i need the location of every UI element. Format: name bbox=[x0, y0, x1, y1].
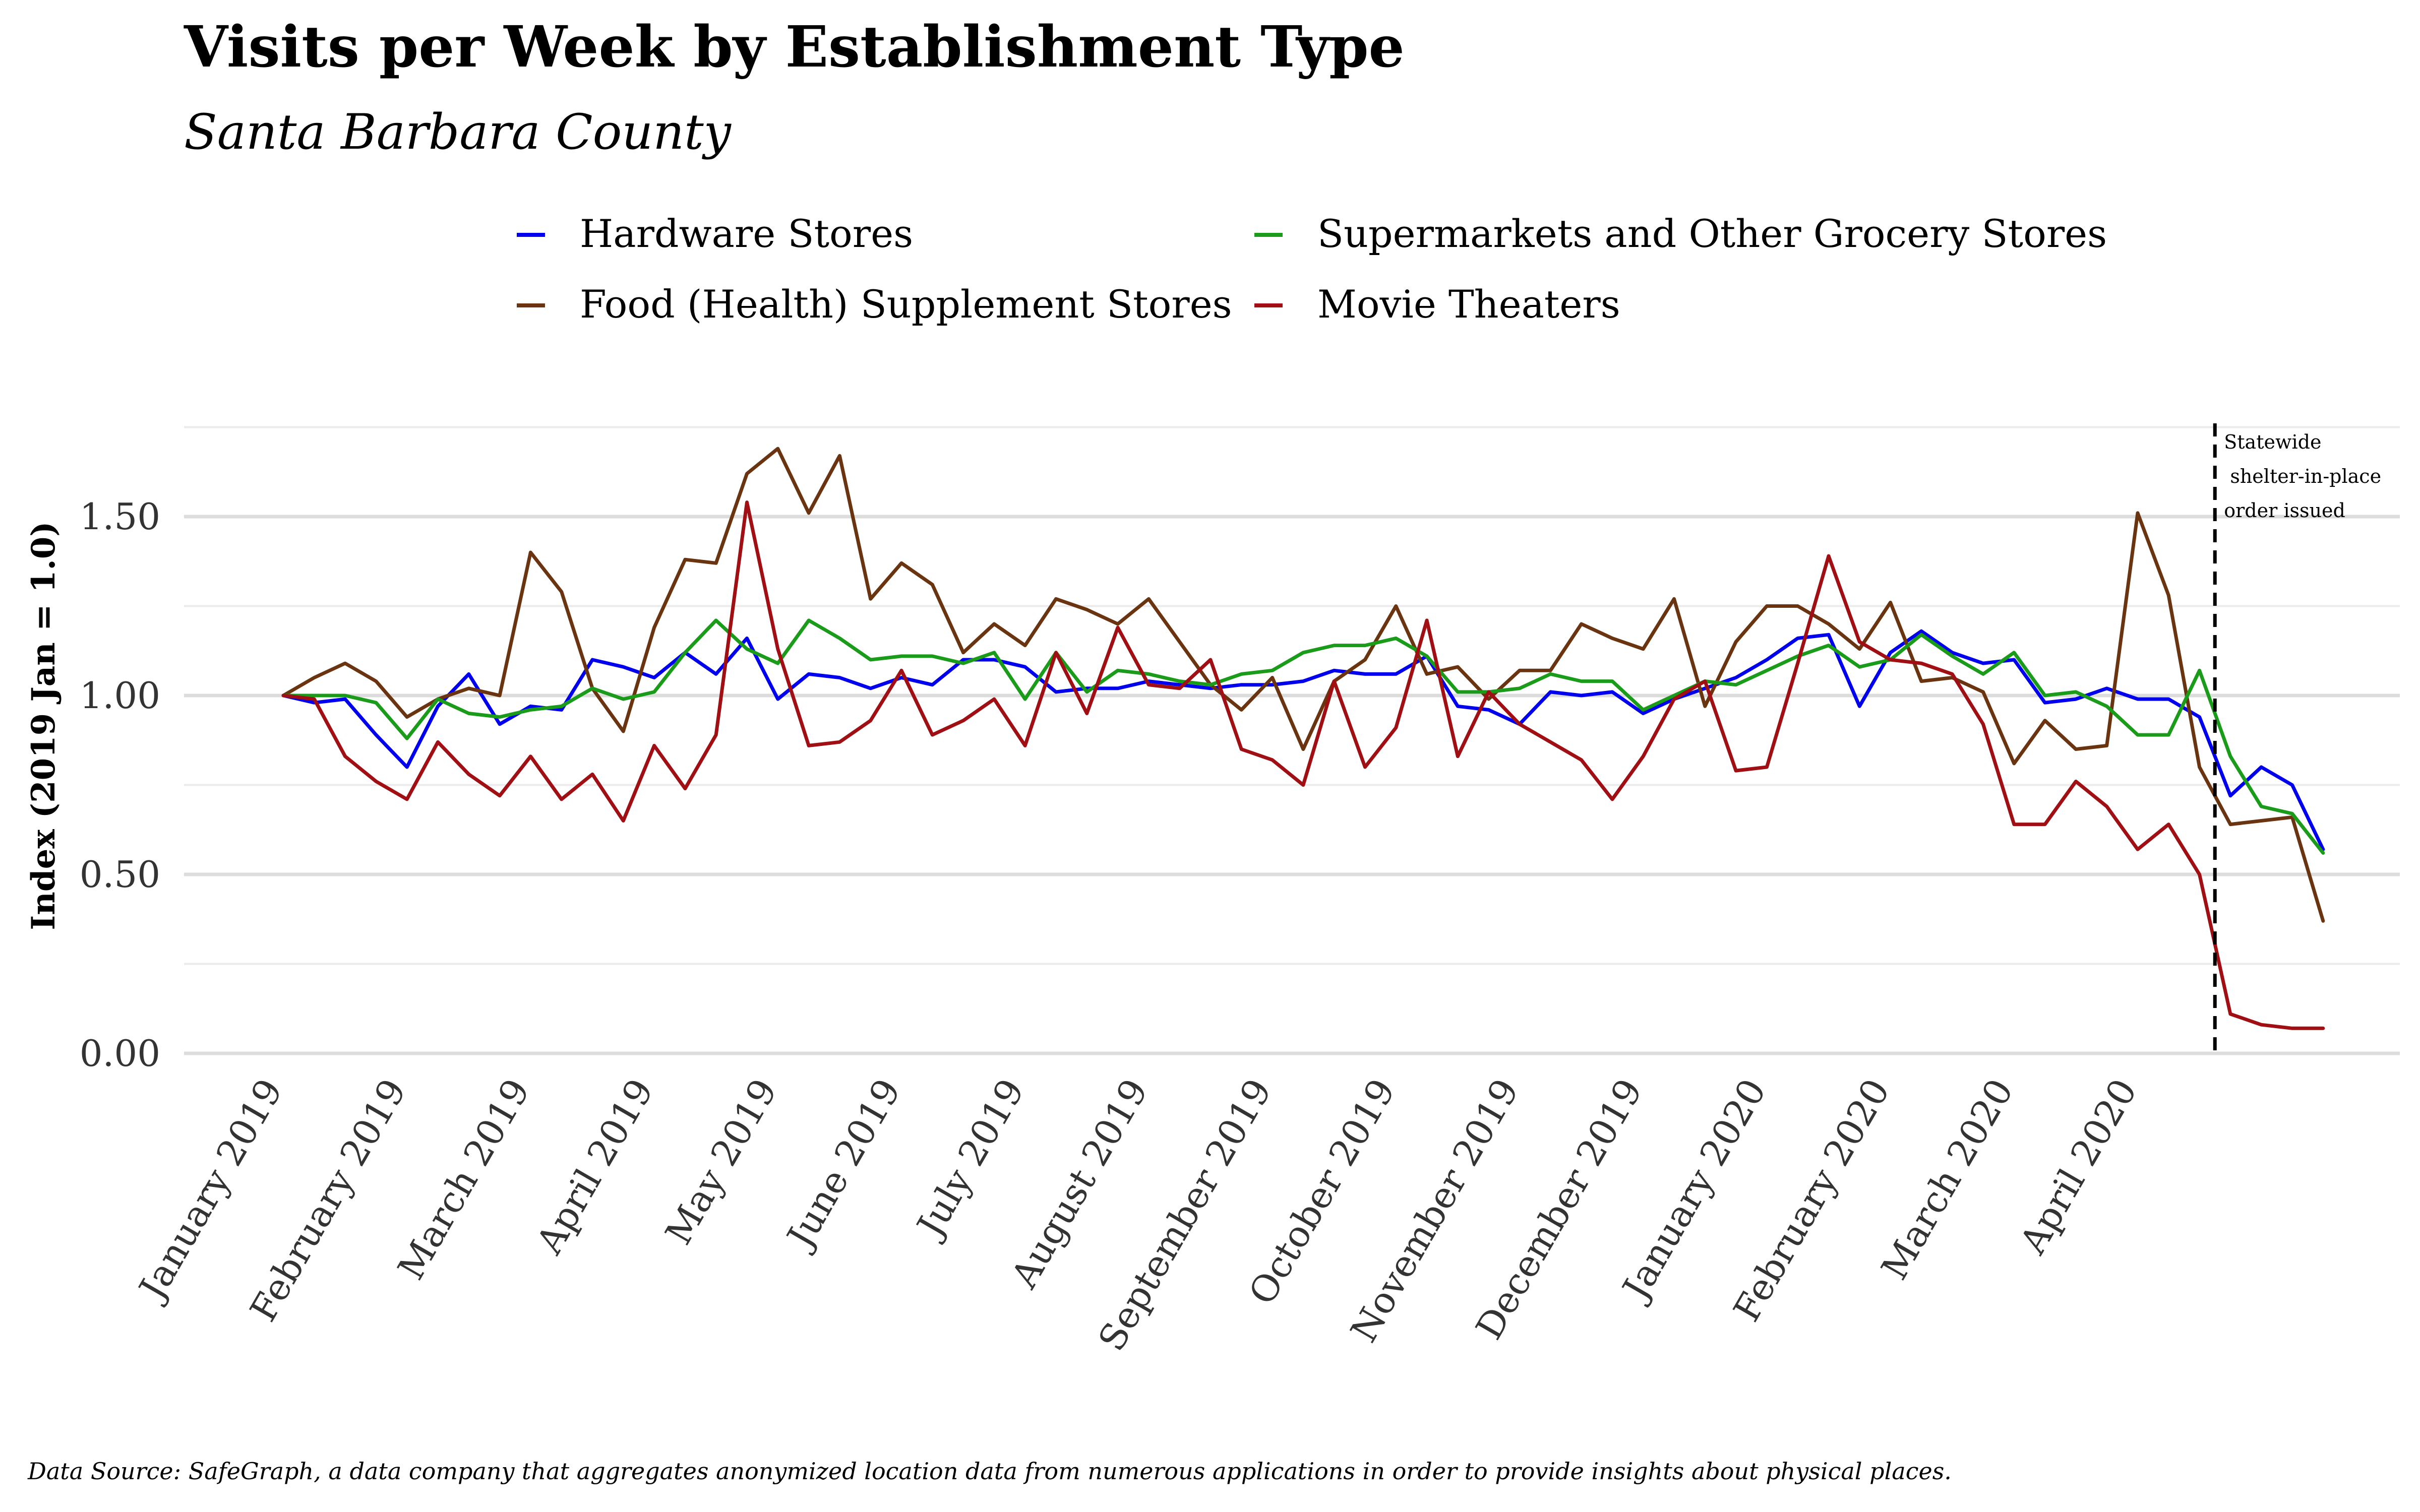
x-tick-label: March 2020 bbox=[1873, 1072, 2022, 1286]
series-line-hardware-stores bbox=[281, 629, 2325, 851]
y-axis-label: Index (2019 Jan = 1.0) bbox=[25, 521, 63, 930]
y-axis-ticks: 0.00 0.50 1.00 1.50 bbox=[80, 495, 160, 1075]
legend-label: Supermarkets and Other Grocery Stores bbox=[1317, 211, 2107, 256]
x-tick-label: April 2020 bbox=[2011, 1072, 2145, 1262]
annotation-text: order issued bbox=[2224, 499, 2345, 522]
chart-title: Visits per Week by Establishment Type bbox=[184, 14, 1405, 80]
y-tick-label: 0.50 bbox=[80, 853, 160, 896]
legend-label: Movie Theaters bbox=[1317, 282, 1620, 327]
series-line-movie-theaters bbox=[281, 500, 2325, 1030]
chart-subtitle: Santa Barbara County bbox=[184, 104, 732, 160]
y-tick-label: 1.50 bbox=[80, 495, 160, 538]
legend-label: Hardware Stores bbox=[580, 211, 913, 256]
annotation: Statewide shelter-in-place order issued bbox=[2213, 423, 2381, 1058]
legend: Hardware Stores Supermarkets and Other Gr… bbox=[517, 211, 2107, 327]
y-tick-label: 0.00 bbox=[80, 1032, 160, 1075]
series-line-food-health-supplement-stores bbox=[281, 447, 2325, 923]
x-tick-label: April 2019 bbox=[528, 1072, 662, 1262]
legend-label: Food (Health) Supplement Stores bbox=[580, 282, 1232, 327]
annotation-text: Statewide bbox=[2224, 431, 2321, 453]
annotation-text: shelter-in-place bbox=[2224, 465, 2381, 487]
y-tick-label: 1.00 bbox=[80, 674, 160, 717]
x-tick-label: July 2019 bbox=[907, 1072, 1033, 1247]
grid-lines bbox=[184, 426, 2400, 1055]
x-tick-label: June 2019 bbox=[777, 1072, 909, 1258]
x-tick-label: May 2019 bbox=[657, 1072, 785, 1252]
x-tick-label: March 2019 bbox=[389, 1072, 538, 1287]
series-lines bbox=[281, 447, 2325, 1030]
series-line-supermarkets-and-other-grocery-stores bbox=[281, 618, 2325, 855]
caption: Data Source: SafeGraph, a data company t… bbox=[27, 1458, 1952, 1485]
